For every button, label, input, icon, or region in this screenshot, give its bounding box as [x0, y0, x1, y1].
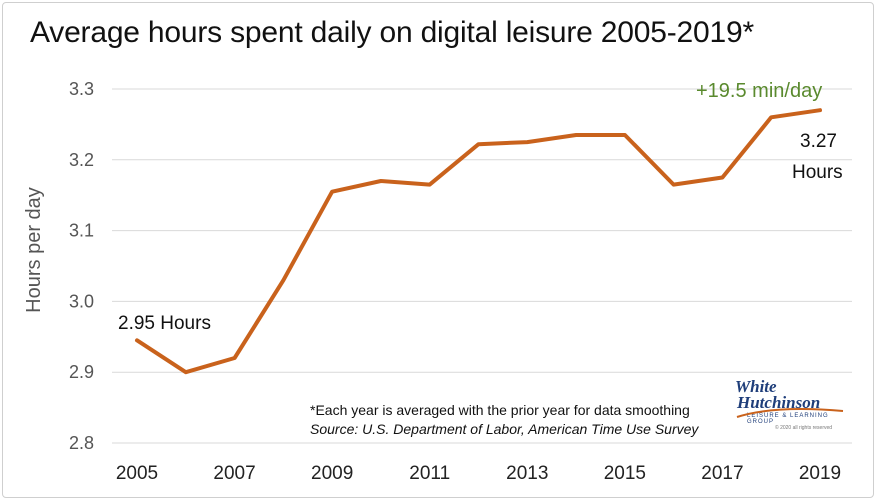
white-hutchinson-logo: White Hutchinson LEISURE & LEARNING GROU… [735, 377, 845, 437]
logo-line1: White [735, 377, 777, 396]
x-tick-label: 2015 [604, 463, 646, 484]
annotation-start: 2.95 Hours [118, 313, 211, 334]
x-tick-label: 2017 [701, 463, 743, 484]
annotation-end-value: 3.27 [800, 131, 837, 152]
x-tick-label: 2009 [311, 463, 353, 484]
y-tick-label: 3.0 [69, 291, 94, 311]
logo-copyright: © 2020 all rights reserved [775, 425, 833, 431]
logo-line2: Hutchinson [737, 393, 821, 412]
logo-swoosh-icon [736, 408, 844, 418]
y-tick-label: 2.9 [69, 362, 94, 382]
footnote: *Each year is averaged with the prior ye… [310, 402, 690, 418]
x-tick-label: 2013 [506, 463, 548, 484]
annotation-end-unit: Hours [792, 162, 843, 183]
annotation-change: +19.5 min/day [696, 80, 822, 102]
gridlines [112, 88, 852, 444]
y-tick-label: 2.8 [69, 433, 94, 453]
y-tick-label: 3.1 [69, 221, 94, 241]
x-tick-label: 2019 [799, 463, 841, 484]
y-axis-label: Hours per day [23, 187, 45, 313]
chart-title: Average hours spent daily on digital lei… [30, 16, 754, 49]
y-tick-label: 3.3 [69, 79, 94, 99]
x-tick-label: 2007 [213, 463, 255, 484]
y-axis-ticks: 2.8 2.9 3.0 3.1 3.2 3.3 [69, 79, 94, 453]
logo-tagline: LEISURE & LEARNING GROUP [747, 413, 829, 425]
chart-frame [2, 2, 874, 498]
x-tick-label: 2005 [116, 463, 158, 484]
x-tick-label: 2011 [409, 463, 450, 484]
source-note: Source: U.S. Department of Labor, Americ… [310, 421, 699, 437]
series-line [135, 108, 822, 375]
x-axis-ticks: 2005 2007 2009 2011 2013 2015 2017 2019 [116, 463, 841, 484]
y-tick-label: 3.2 [69, 150, 94, 170]
